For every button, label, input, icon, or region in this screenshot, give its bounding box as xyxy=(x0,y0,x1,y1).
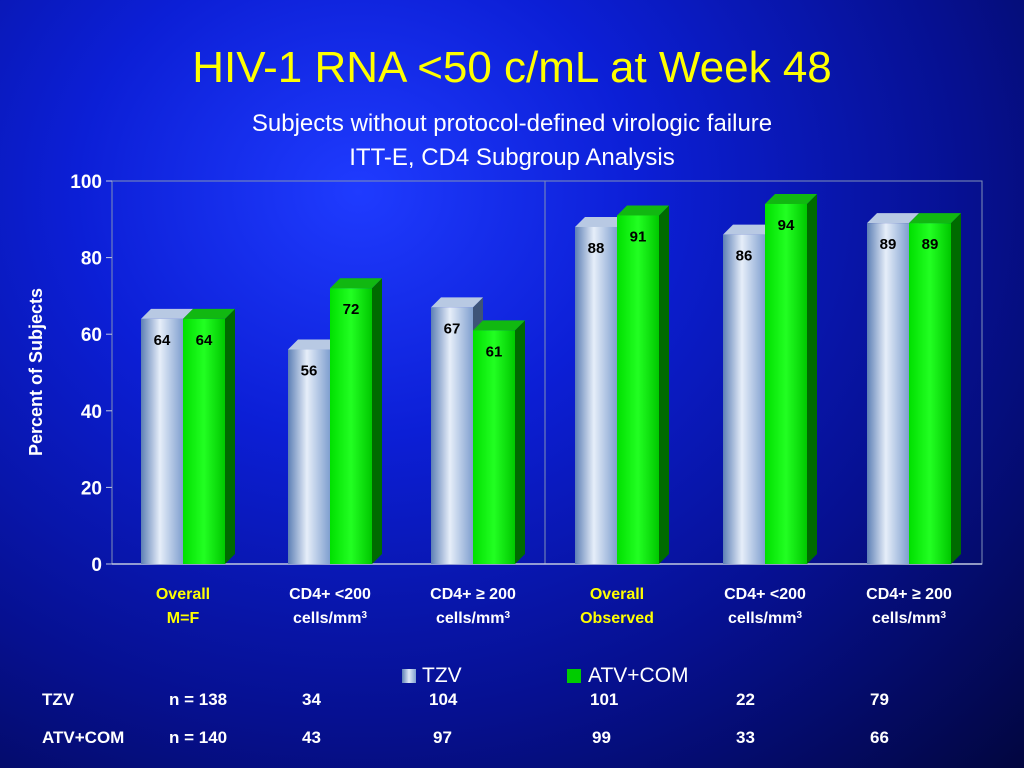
bar-atvcom xyxy=(617,215,659,564)
bar-tzv xyxy=(431,307,473,564)
y-tick-label: 60 xyxy=(81,325,102,346)
bar-top-tzv xyxy=(575,216,627,227)
bar-value-label: 64 xyxy=(154,332,171,349)
category-label: cells/mm3 xyxy=(436,610,510,628)
bar-top-atvcom xyxy=(617,205,669,216)
category-label: CD4+ ≥ 200 xyxy=(430,586,516,603)
bar-tzv xyxy=(575,226,617,564)
bar-value-label: 89 xyxy=(880,236,897,253)
bar-top-atvcom xyxy=(473,320,525,331)
table-cell: 104 xyxy=(429,690,458,709)
y-tick-label: 80 xyxy=(81,249,102,270)
bar-side-atvcom xyxy=(515,320,525,564)
slide-title: HIV-1 RNA <50 c/mL at Week 48 xyxy=(192,43,832,92)
bar-top-atvcom xyxy=(330,278,382,289)
legend-label-atv-com: ATV+COM xyxy=(588,664,689,687)
table-cell: 22 xyxy=(736,690,755,709)
bar-top-tzv xyxy=(431,297,483,308)
legend-label-tzv: TZV xyxy=(422,664,462,687)
table-cell: 101 xyxy=(590,690,619,709)
category-label: cells/mm3 xyxy=(728,610,802,628)
table-row-n: n = 140 xyxy=(169,728,228,747)
bar-value-label: 86 xyxy=(736,248,753,265)
category-label: M=F xyxy=(167,610,200,627)
bar-value-label: 56 xyxy=(301,363,318,380)
category-label: CD4+ <200 xyxy=(724,586,806,603)
bar-value-label: 67 xyxy=(444,320,461,337)
bar-top-atvcom xyxy=(765,193,817,204)
category-label: CD4+ <200 xyxy=(289,586,371,603)
table-cell: 99 xyxy=(592,728,611,747)
y-tick-label: 0 xyxy=(91,555,102,576)
table-cell: 66 xyxy=(870,728,889,747)
bar-tzv xyxy=(723,234,765,564)
bar-side-atvcom xyxy=(951,213,961,564)
category-label: cells/mm3 xyxy=(293,610,367,628)
bar-value-label: 72 xyxy=(343,301,360,318)
bar-value-label: 88 xyxy=(588,240,605,257)
table-cell: 97 xyxy=(433,728,452,747)
bar-tzv xyxy=(867,223,909,564)
y-tick-label: 20 xyxy=(81,478,102,499)
table-row-atv-com: ATV+COM n = 140 43 97 99 33 66 xyxy=(0,728,1024,752)
bar-side-atvcom xyxy=(372,278,382,564)
table-cell: 79 xyxy=(870,690,889,709)
bar-value-label: 89 xyxy=(922,236,939,253)
category-label: Overall xyxy=(590,586,644,603)
bar-value-label: 94 xyxy=(778,217,795,234)
table-cell: 34 xyxy=(302,690,321,709)
table-row-tzv: TZV n = 138 34 104 101 22 79 xyxy=(0,690,1024,714)
bar-atvcom xyxy=(330,288,372,564)
y-tick-label: 100 xyxy=(70,172,102,193)
bar-tzv xyxy=(288,349,330,564)
y-axis-label: Percent of Subjects xyxy=(26,288,46,456)
table-row-label: ATV+COM xyxy=(42,728,125,747)
slide-subtitle-line2: ITT-E, CD4 Subgroup Analysis xyxy=(349,144,675,171)
bar-value-label: 64 xyxy=(196,332,213,349)
bar-atvcom xyxy=(473,330,515,564)
category-label: Observed xyxy=(580,610,654,627)
legend-swatch-atv-com xyxy=(567,669,581,683)
bar-tzv xyxy=(141,318,183,564)
bar-side-atvcom xyxy=(807,193,817,565)
bar-value-label: 61 xyxy=(486,343,503,360)
bar-top-atvcom xyxy=(909,213,961,224)
bar-value-label: 91 xyxy=(630,228,647,245)
bar-atvcom xyxy=(183,318,225,564)
bar-atvcom xyxy=(909,223,951,564)
table-row-label: TZV xyxy=(42,690,75,709)
table-row-n: n = 138 xyxy=(169,690,228,709)
bar-side-atvcom xyxy=(659,205,669,564)
bar-side-atvcom xyxy=(225,308,235,564)
table-cell: 33 xyxy=(736,728,755,747)
category-label: cells/mm3 xyxy=(872,610,946,628)
bar-top-tzv xyxy=(141,308,193,319)
bar-atvcom xyxy=(765,203,807,565)
bar-top-tzv xyxy=(723,224,775,235)
y-tick-label: 40 xyxy=(81,402,102,423)
category-label: CD4+ ≥ 200 xyxy=(866,586,952,603)
bar-top-tzv xyxy=(867,213,919,224)
slide-subtitle-line1: Subjects without protocol-defined virolo… xyxy=(251,110,773,137)
bar-top-tzv xyxy=(288,339,340,350)
category-label: Overall xyxy=(156,586,210,603)
table-cell: 43 xyxy=(302,728,321,747)
plot-area xyxy=(111,180,983,565)
legend-swatch-tzv xyxy=(402,669,416,683)
bar-top-atvcom xyxy=(183,308,235,319)
